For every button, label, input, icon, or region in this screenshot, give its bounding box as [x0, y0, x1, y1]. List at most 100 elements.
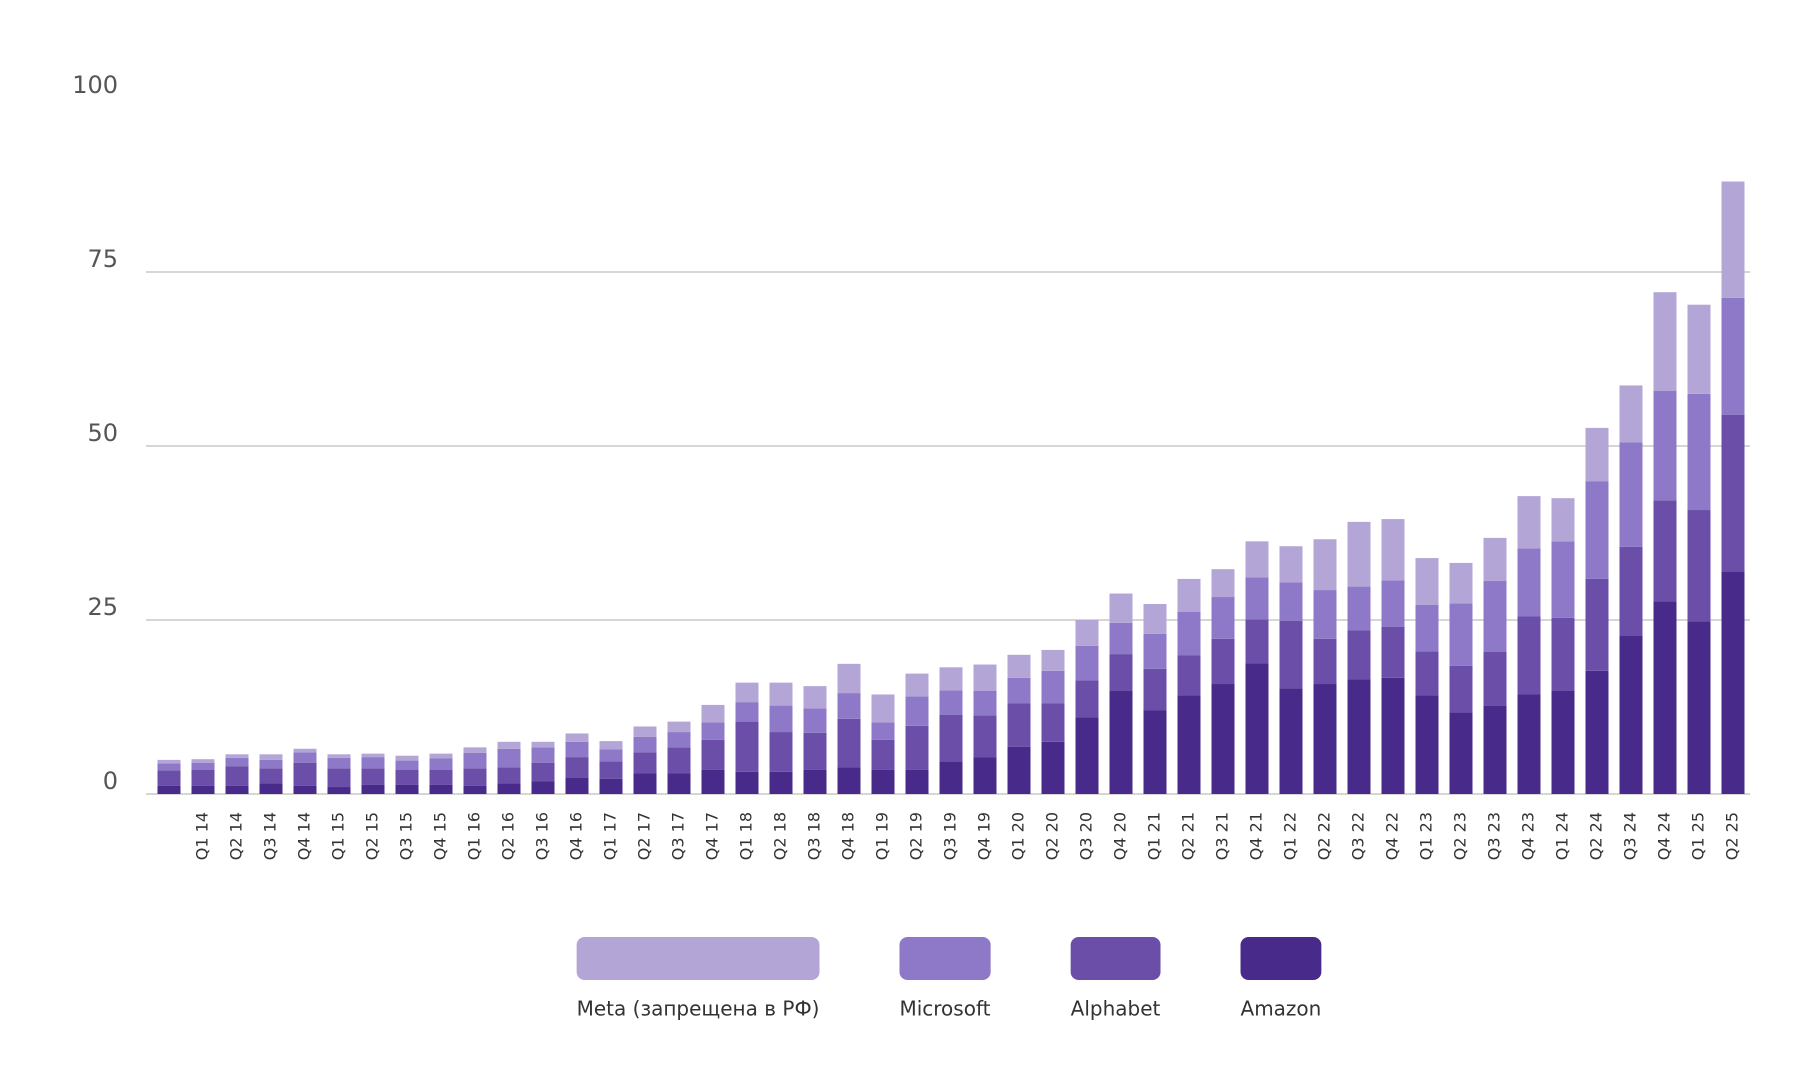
- bar-segment: [871, 739, 895, 770]
- bar-segment: [633, 726, 657, 737]
- bar-segment: [429, 784, 453, 794]
- bar-segment: [429, 753, 453, 759]
- legend-swatch: [1240, 937, 1322, 980]
- x-tick-label: Q4 17: [703, 812, 722, 860]
- bar-segment: [1687, 393, 1711, 511]
- bar-segment: [463, 752, 487, 769]
- bar-segment: [939, 761, 963, 794]
- x-tick-label: Q1 14: [193, 812, 212, 860]
- bar-segment: [1585, 670, 1609, 794]
- x-tick-label: Q3 15: [397, 812, 416, 860]
- bar-segment: [1075, 620, 1099, 646]
- bar-segment: [1143, 603, 1167, 634]
- bar-segment: [701, 769, 725, 794]
- bar-segment: [429, 769, 453, 785]
- bar-segment: [497, 767, 521, 784]
- bar-segment: [1109, 690, 1133, 794]
- bar-segment: [463, 747, 487, 753]
- bar-segment: [1075, 645, 1099, 681]
- bar-segment: [1517, 496, 1541, 549]
- x-tick-label: Q2 21: [1179, 812, 1198, 860]
- x-tick-label: Q4 18: [839, 812, 858, 860]
- legend-swatch: [576, 937, 820, 980]
- bar-segment: [769, 771, 793, 794]
- bar-segment: [531, 741, 555, 748]
- bar-segment: [1619, 385, 1643, 443]
- bar-segment: [361, 768, 385, 785]
- bar-segment: [395, 760, 419, 770]
- legend-swatch: [1070, 937, 1161, 980]
- bar-segment: [565, 741, 589, 758]
- bar-segment: [1347, 630, 1371, 680]
- bar-segment: [1585, 578, 1609, 671]
- bar-segment: [191, 769, 215, 786]
- legend-label: Microsoft: [899, 997, 990, 1021]
- bar-segment: [1347, 586, 1371, 631]
- bar-segment: [1585, 427, 1609, 482]
- x-tick-label: Q2 15: [363, 812, 382, 860]
- bar-segment: [1075, 680, 1099, 718]
- bar-segment: [1449, 603, 1473, 666]
- bar-segment: [1517, 694, 1541, 794]
- bar-segment: [497, 748, 521, 768]
- x-tick-label: Q3 24: [1621, 812, 1640, 860]
- x-tick-label: Q2 17: [635, 812, 654, 860]
- bar-segment: [803, 686, 827, 709]
- x-tick-label: Q3 16: [533, 812, 552, 860]
- bar-segment: [1483, 652, 1507, 706]
- x-tick-label: Q3 23: [1485, 812, 1504, 860]
- bar-segment: [531, 762, 555, 782]
- bar-segment: [225, 785, 249, 794]
- bar-segment: [1245, 541, 1269, 578]
- x-tick-label: Q4 19: [975, 812, 994, 860]
- bar-segment: [837, 693, 861, 719]
- bar-segment: [1551, 690, 1575, 794]
- x-tick-label: Q3 21: [1213, 812, 1232, 860]
- bar-segment: [1517, 616, 1541, 695]
- bar-segment: [157, 763, 181, 771]
- bar-segment: [1211, 638, 1235, 685]
- bar-segment: [1585, 481, 1609, 579]
- legend-label: Amazon: [1241, 997, 1322, 1021]
- bar-segment: [1653, 500, 1677, 602]
- bar-segment: [1007, 703, 1031, 747]
- x-tick-label: Q1 18: [737, 812, 756, 860]
- x-tick-label: Q2 20: [1043, 812, 1062, 860]
- bar-segment: [1483, 581, 1507, 653]
- bar-segment: [769, 705, 793, 733]
- bar-segment: [769, 682, 793, 706]
- bar-segment: [1211, 569, 1235, 598]
- bar-segment: [803, 769, 827, 794]
- bar-segment: [1313, 684, 1337, 794]
- bar-segment: [1517, 548, 1541, 617]
- x-tick-label: Q1 25: [1689, 812, 1708, 860]
- bar-segment: [905, 696, 929, 726]
- bar-segment: [1177, 695, 1201, 794]
- bar-segment: [1041, 703, 1065, 742]
- bar-segment: [293, 752, 317, 763]
- bar-segment: [735, 721, 759, 772]
- bar-segment: [1041, 741, 1065, 794]
- bar-segment: [667, 732, 691, 748]
- bar-segment: [1721, 571, 1745, 794]
- bar-segment: [1551, 498, 1575, 542]
- x-tick-label: Q4 24: [1655, 812, 1674, 860]
- y-tick-label: 100: [72, 71, 118, 99]
- bar-segment: [1687, 304, 1711, 394]
- bar-segment: [1075, 717, 1099, 794]
- bar-segment: [973, 715, 997, 758]
- bar-segment: [157, 785, 181, 794]
- bar-segment: [701, 722, 725, 740]
- x-tick-label: Q1 15: [329, 812, 348, 860]
- bar-segment: [565, 757, 589, 778]
- legend-label: Meta (запрещена в РФ): [577, 997, 820, 1021]
- bar-segment: [327, 768, 351, 788]
- bar-segment: [701, 739, 725, 770]
- bar-segment: [1653, 391, 1677, 501]
- bar-segment: [633, 752, 657, 774]
- x-tick-label: Q3 14: [261, 812, 280, 860]
- bar-segment: [293, 762, 317, 786]
- x-tick-label: Q2 18: [771, 812, 790, 860]
- bar-segment: [1449, 665, 1473, 713]
